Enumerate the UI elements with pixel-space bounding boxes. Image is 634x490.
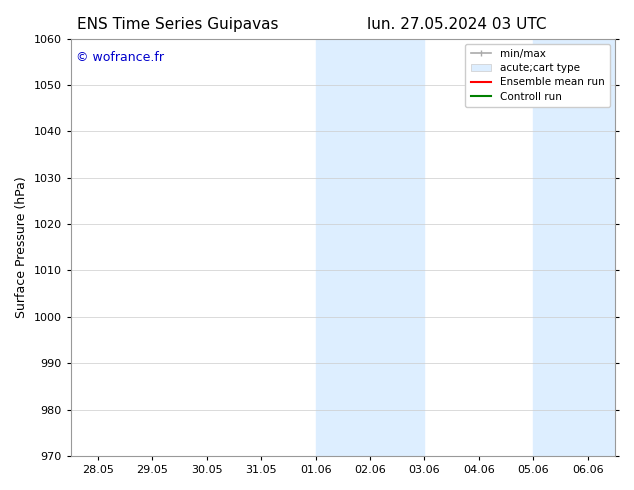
Text: ENS Time Series Guipavas: ENS Time Series Guipavas	[77, 17, 278, 32]
Bar	[533, 39, 615, 456]
Bar	[316, 39, 424, 456]
Legend: min/max, acute;cart type, Ensemble mean run, Controll run: min/max, acute;cart type, Ensemble mean …	[465, 44, 610, 107]
Text: © wofrance.fr: © wofrance.fr	[76, 51, 164, 64]
Text: lun. 27.05.2024 03 UTC: lun. 27.05.2024 03 UTC	[366, 17, 547, 32]
Y-axis label: Surface Pressure (hPa): Surface Pressure (hPa)	[15, 176, 28, 318]
